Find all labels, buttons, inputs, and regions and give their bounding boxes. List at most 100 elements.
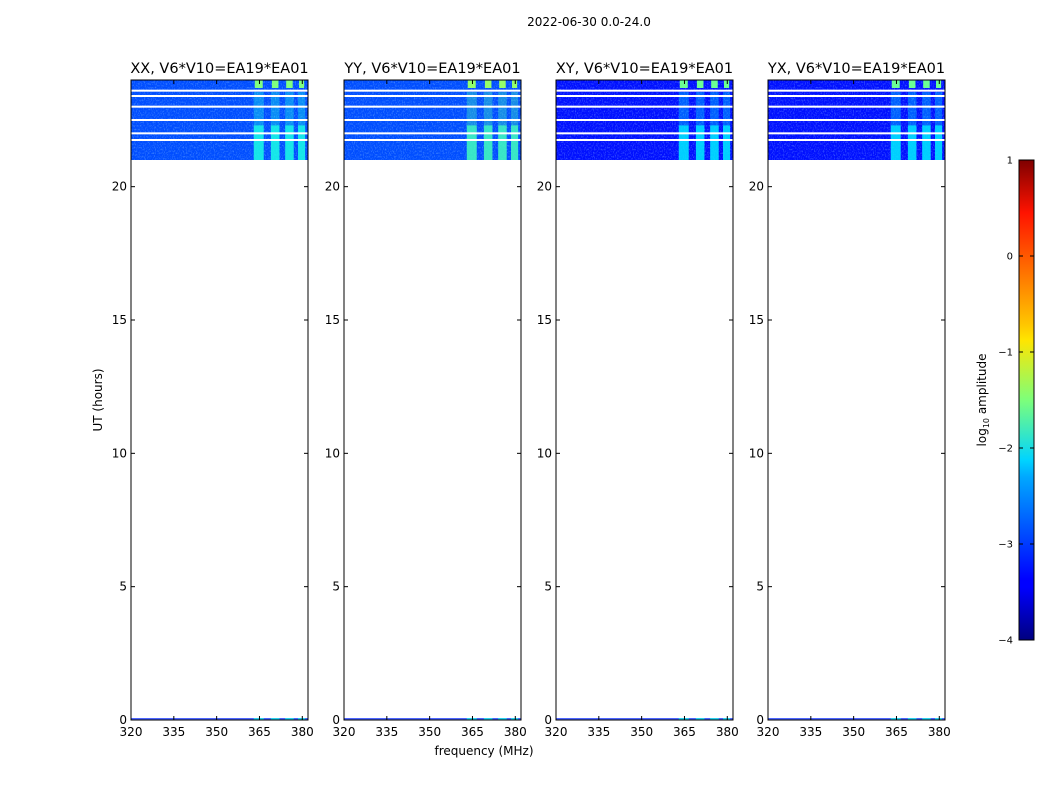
y-tick-label: 5 — [544, 580, 552, 594]
y-tick-label: 10 — [112, 446, 127, 460]
colorbar-tick-label: 0 — [1007, 252, 1013, 263]
colorbar: 10−1−2−3−4 log10 amplitude — [975, 156, 1035, 647]
rfi-band-lower — [298, 125, 306, 160]
y-tick-label: 0 — [332, 713, 340, 727]
y-tick-label: 20 — [749, 180, 764, 194]
flagged-row — [131, 89, 308, 92]
flagged-row — [131, 132, 308, 135]
rfi-band-top — [484, 80, 492, 88]
panel-title: YX, V6*V10=EA19*EA01 — [767, 61, 945, 77]
rfi-band-mid — [695, 92, 705, 126]
x-tick-label: 365 — [673, 725, 696, 739]
rfi-band-top — [936, 80, 942, 88]
baseline-rfi — [922, 718, 931, 720]
flagged-row — [556, 132, 733, 135]
y-tick-label: 0 — [756, 713, 764, 727]
flagged-row — [768, 95, 945, 97]
rfi-band-top — [908, 80, 916, 88]
axes-frame — [767, 79, 946, 721]
rfi-band-mid — [723, 92, 731, 126]
y-tick-label: 10 — [537, 446, 552, 460]
rfi-band-top — [467, 80, 476, 88]
y-tick-label: 5 — [756, 580, 764, 594]
baseline-rfi — [498, 718, 507, 720]
colorbar-tick-label: −4 — [998, 636, 1013, 647]
rfi-band-top — [891, 80, 900, 88]
baseline-data — [131, 718, 308, 720]
flagged-row — [556, 105, 733, 108]
rfi-band-top — [696, 80, 704, 88]
rfi-band-lower — [285, 125, 294, 160]
rfi-band-mid — [935, 92, 943, 126]
colorbar-tick-label: −2 — [998, 444, 1013, 455]
rfi-band-lower — [922, 125, 931, 160]
y-tick-label: 15 — [325, 313, 340, 327]
flagged-row — [131, 95, 308, 97]
panel-title: YY, V6*V10=EA19*EA01 — [343, 61, 520, 77]
axes-frame — [343, 79, 522, 721]
y-tick-label: 5 — [119, 580, 127, 594]
rfi-band-lower — [483, 125, 493, 160]
rfi-band-lower — [678, 125, 689, 160]
x-tick-label: 350 — [842, 725, 865, 739]
rfi-band-top — [679, 80, 688, 88]
rfi-band-mid — [922, 92, 931, 126]
colorbar-label-prefix: log — [975, 428, 989, 446]
x-tick-label: 350 — [418, 725, 441, 739]
rfi-band-mid — [253, 92, 264, 126]
y-tick-label: 20 — [325, 180, 340, 194]
rfi-band-top — [711, 80, 718, 88]
baseline-data — [768, 718, 945, 720]
flagged-row — [556, 139, 733, 141]
y-tick-label: 10 — [749, 446, 764, 460]
baseline-rfi — [678, 718, 689, 720]
rfi-band-top — [271, 80, 279, 88]
rfi-band-mid — [270, 92, 280, 126]
baseline-data — [556, 718, 733, 720]
baseline-rfi — [710, 718, 719, 720]
x-tick-label: 320 — [120, 725, 143, 739]
axes-frame — [555, 79, 734, 721]
flagged-row — [344, 89, 521, 92]
panel-1: 320 335 350 365 380 0 5 10 15 20 YY, V6*V10=EA19*E… — [325, 61, 527, 739]
x-axis-label: frequency (MHz) — [434, 744, 533, 758]
rfi-band-lower — [890, 125, 901, 160]
panel-3: 320 335 350 365 380 0 5 10 15 20 YX, V6*V10=EA19*E… — [749, 61, 951, 739]
x-tick-label: 380 — [716, 725, 739, 739]
x-tick-label: 365 — [248, 725, 271, 739]
y-axis-label: UT (hours) — [91, 368, 105, 431]
rfi-band-mid — [511, 92, 519, 126]
baseline-rfi — [483, 718, 493, 720]
baseline-rfi — [285, 718, 294, 720]
rfi-band-top — [512, 80, 518, 88]
x-tick-label: 335 — [375, 725, 398, 739]
flagged-row — [768, 132, 945, 135]
rfi-band-top — [724, 80, 730, 88]
baseline-data — [344, 718, 521, 720]
x-tick-label: 380 — [291, 725, 314, 739]
rfi-band-mid — [710, 92, 719, 126]
flagged-row — [344, 119, 521, 121]
rfi-band-lower — [723, 125, 731, 160]
x-tick-label: 320 — [757, 725, 780, 739]
rfi-band-lower — [253, 125, 264, 160]
rfi-band-lower — [511, 125, 519, 160]
rfi-band-lower — [710, 125, 719, 160]
rfi-band-lower — [466, 125, 477, 160]
x-tick-label: 335 — [587, 725, 610, 739]
flagged-row — [768, 139, 945, 141]
baseline-rfi — [253, 718, 264, 720]
flagged-row — [131, 119, 308, 121]
y-tick-label: 0 — [544, 713, 552, 727]
flagged-row — [556, 89, 733, 92]
x-tick-label: 350 — [205, 725, 228, 739]
x-tick-label: 350 — [630, 725, 653, 739]
rfi-band-top — [499, 80, 506, 88]
flagged-row — [556, 95, 733, 97]
rfi-band-mid — [483, 92, 493, 126]
baseline-rfi — [890, 718, 901, 720]
figure-suptitle: 2022-06-30 0.0-24.0 — [527, 15, 651, 29]
rfi-band-lower — [498, 125, 507, 160]
panel-title: XX, V6*V10=EA19*EA01 — [130, 61, 308, 77]
